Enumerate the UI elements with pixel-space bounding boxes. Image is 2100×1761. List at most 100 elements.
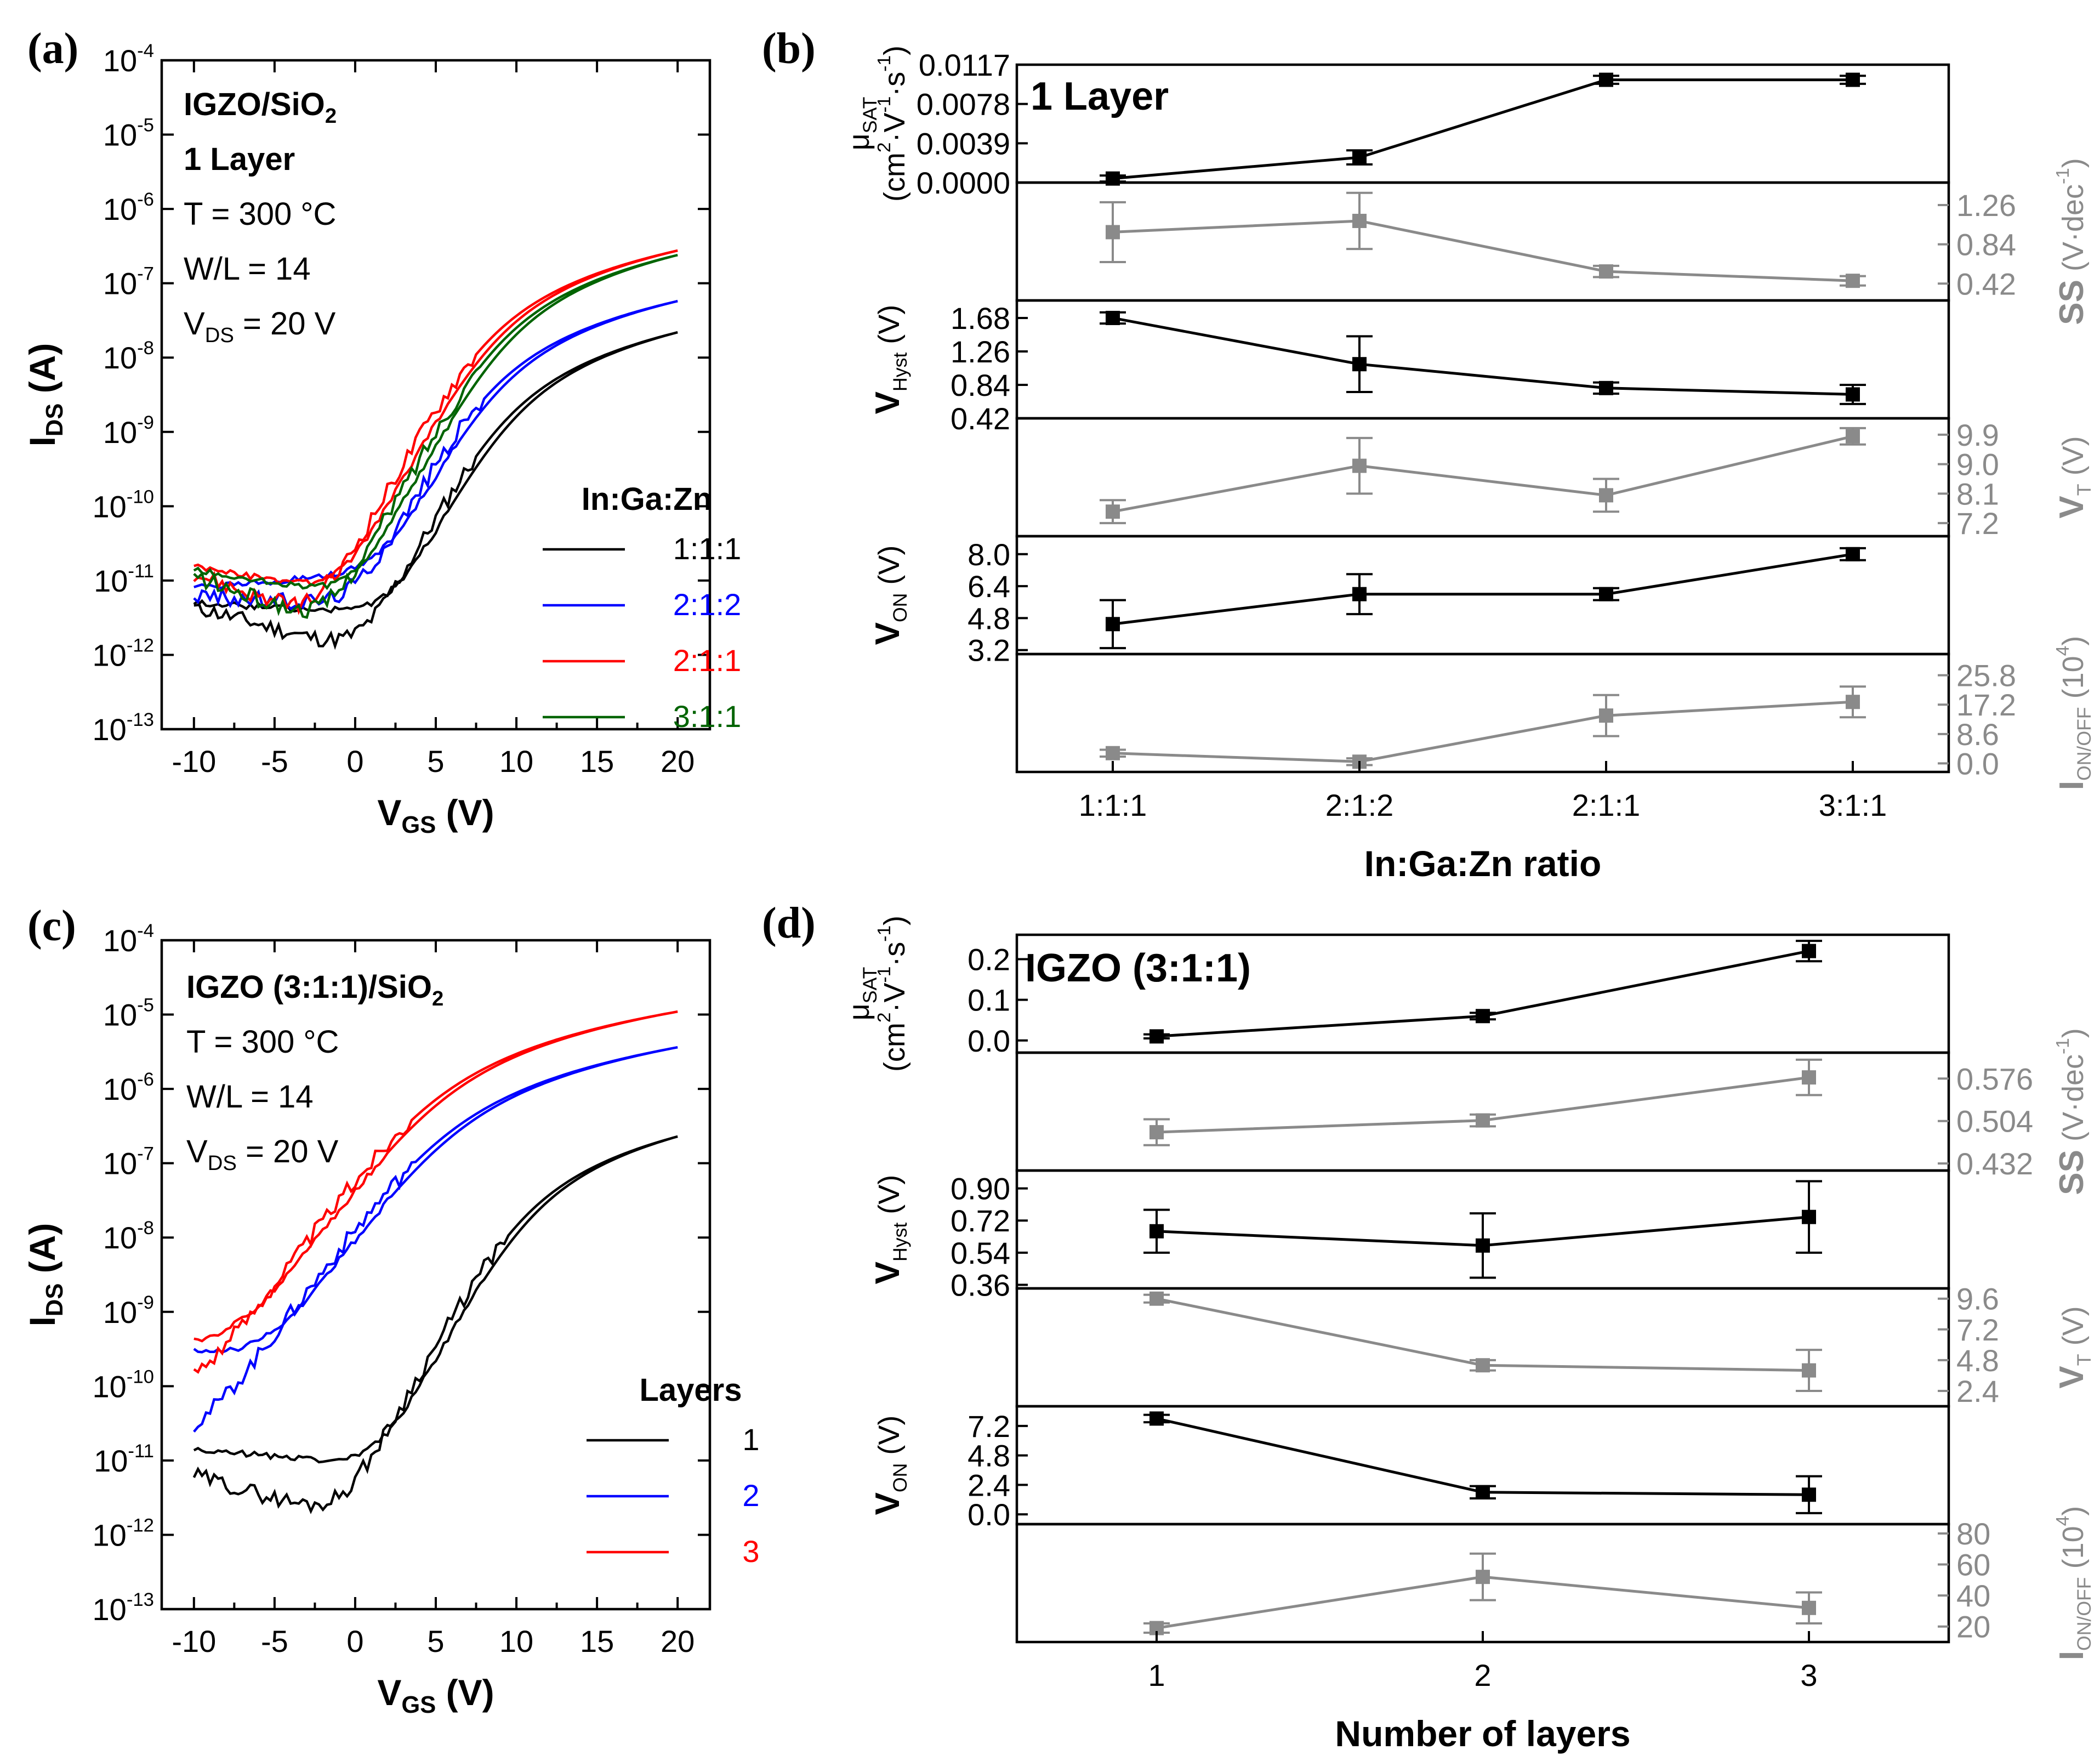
data-point-3 [1802, 944, 1816, 958]
y-tick-label: 0.90 [951, 1172, 1010, 1206]
y-tick-label: 8.6 [1956, 717, 1999, 752]
series-line [1112, 700, 1853, 763]
data-point-3 [1802, 1363, 1816, 1378]
panel-c: (c) -10 -5 0 5 10 15 20 10-13 10-12 10-11 10-10 10-9… [22, 902, 760, 1718]
annotation: VDS​ = 20 V [186, 1134, 339, 1175]
y-tick-label: 10-11 [94, 561, 154, 598]
y-tick-label: 7.2 [1956, 1313, 1999, 1347]
y-axis-label: SS (V·dec-1​) [2053, 1028, 2091, 1195]
y-tick-label: 10-9 [103, 412, 154, 450]
legend-title: Layers [639, 1372, 742, 1408]
legend-entry: 1:1:1 [673, 531, 742, 566]
y-axis-label: VT​ (V) [2053, 436, 2095, 518]
y-axis-label: μSAT​ [843, 967, 881, 1021]
data-point-2:1:2 [1352, 587, 1367, 601]
y-tick-label: 0.0 [1956, 746, 1999, 781]
data-point-3:1:1 [1846, 274, 1860, 288]
y-tick-label: 17.2 [1956, 688, 2016, 722]
panel-label: (c) [27, 902, 76, 950]
y-tick-label: 0.0039 [917, 126, 1010, 161]
x-tick-label: 0 [346, 1624, 363, 1658]
data-point-1:1:1 [1106, 310, 1120, 325]
y-tick-label: 0.0117 [919, 48, 1010, 82]
y-axis-label: μSAT​ [843, 97, 881, 151]
data-point-3 [1802, 1209, 1816, 1224]
y-tick-label: 2.4 [968, 1468, 1010, 1502]
y-tick-label: 10-10 [93, 486, 154, 524]
x-tick-label: 15 [580, 1624, 614, 1658]
subplot-μSAT: 0.0000 0.0039 0.0078 0.0117 μSAT​(cm2​·V-1​·… [843, 46, 1950, 202]
y-tick-label: 10-8 [103, 338, 154, 375]
annotation: IGZO (3:1:1)/SiO2​ [186, 969, 443, 1010]
y-tick-label: 0.0 [968, 1024, 1010, 1058]
y-axis-label: IDS​ (A) [22, 343, 68, 447]
y-axis-label: VT​ (V) [2053, 1306, 2095, 1388]
x-tick-label: -5 [261, 744, 288, 779]
data-point-3 [1802, 1070, 1816, 1085]
y-tick-label: 10-6 [103, 1069, 154, 1106]
data-point-1:1:1 [1106, 617, 1120, 632]
y-tick-label: 9.9 [1956, 418, 1999, 452]
y-tick-label: 6.4 [968, 569, 1010, 604]
y-tick-label: 1.26 [951, 334, 1010, 369]
y-tick-label: 0.0 [968, 1497, 1010, 1532]
series-1:1:1-curve [193, 331, 678, 650]
data-point-3:1:1 [1846, 547, 1860, 561]
y-axis-label: SS (V·dec-1​) [2053, 158, 2091, 325]
y-tick-label: 25.8 [1956, 658, 2016, 693]
y-tick-label: 4.8 [1956, 1343, 1999, 1378]
y-tick-label: 10-12 [93, 635, 154, 672]
data-point-2:1:1 [1599, 72, 1613, 87]
data-point-1:1:1 [1106, 746, 1120, 760]
series-2:1:2-curve [193, 300, 678, 611]
series-line [1112, 553, 1853, 626]
x-axis-label: Number of layers [1335, 1713, 1630, 1754]
panel-label: (d) [762, 899, 816, 947]
y-tick-label: 10-11 [94, 1441, 154, 1478]
x-axis-label: In:Ga:Zn ratio [1364, 843, 1602, 884]
series-3-curve [193, 1010, 678, 1374]
y-tick-label: 10-6 [103, 189, 154, 226]
y-tick-label: 10-4 [103, 41, 154, 78]
y-tick-label: 2.4 [1956, 1374, 1999, 1408]
y-axis-label: VON​ (V) [869, 1416, 911, 1515]
x-tick-label: 15 [580, 744, 614, 779]
curves [192, 1010, 678, 1514]
x-tick-label: -5 [261, 1624, 288, 1658]
y-tick-label: 10-4 [103, 921, 154, 958]
y-tick-label: 4.8 [968, 601, 1010, 635]
panel-b: (b) 0.0000 0.0039 0.0078 0.0117 μSAT​(cm2​·V-… [762, 25, 2095, 884]
subplot-VT: 7.28.19.09.9 VT​ (V) [1015, 417, 2095, 541]
x-tick-label: 1 [1148, 1658, 1165, 1692]
y-tick-label: 8.0 [968, 537, 1010, 572]
y-tick-label: 1.26 [1956, 188, 2016, 223]
y-tick-label: 0.54 [951, 1236, 1010, 1270]
series-2:1:1-curve [193, 249, 678, 615]
y-tick-label: 0.84 [1956, 228, 2016, 262]
y-axis-label: ION/OFF​ (104​) [2053, 636, 2095, 790]
y-tick-label: 9.6 [1956, 1282, 1999, 1316]
x-tick-label: 0 [346, 744, 363, 779]
panel-a: (a) -10 -5 0 5 10 15 20 10-13 10-12 10-11 10-10 10-9… [22, 25, 741, 838]
annotation: 1 Layer [184, 141, 295, 177]
y-tick-label: 0.72 [951, 1203, 1010, 1238]
y-tick-label: 0.42 [1956, 266, 2016, 301]
data-point-2 [1476, 1358, 1490, 1373]
annotation: IGZO/SiO2​ [184, 87, 337, 128]
annotation: 1 Layer [1031, 75, 1169, 118]
panel-d: (d)0.00.10.2μSAT​(cm2​·V-1​·s-1​)0.4320.… [762, 899, 2095, 1754]
data-point-3:1:1 [1846, 695, 1860, 709]
y-tick-label: 10-10 [93, 1366, 154, 1404]
data-point-2 [1476, 1009, 1490, 1024]
y-axis-label-units: (cm2​·V-1​·s-1​) [874, 916, 911, 1072]
x-tick-label: -10 [172, 1624, 216, 1658]
x-axis-label: VGS​ (V) [377, 1672, 494, 1718]
subplot-frame [1015, 299, 1950, 420]
legend-entry: 1 [742, 1422, 759, 1457]
y-tick-label: 10-8 [103, 1218, 154, 1255]
y-tick-label: 10-5 [103, 995, 154, 1032]
y-tick-label: 8.1 [1956, 476, 1999, 511]
data-point-2:1:1 [1599, 264, 1613, 279]
